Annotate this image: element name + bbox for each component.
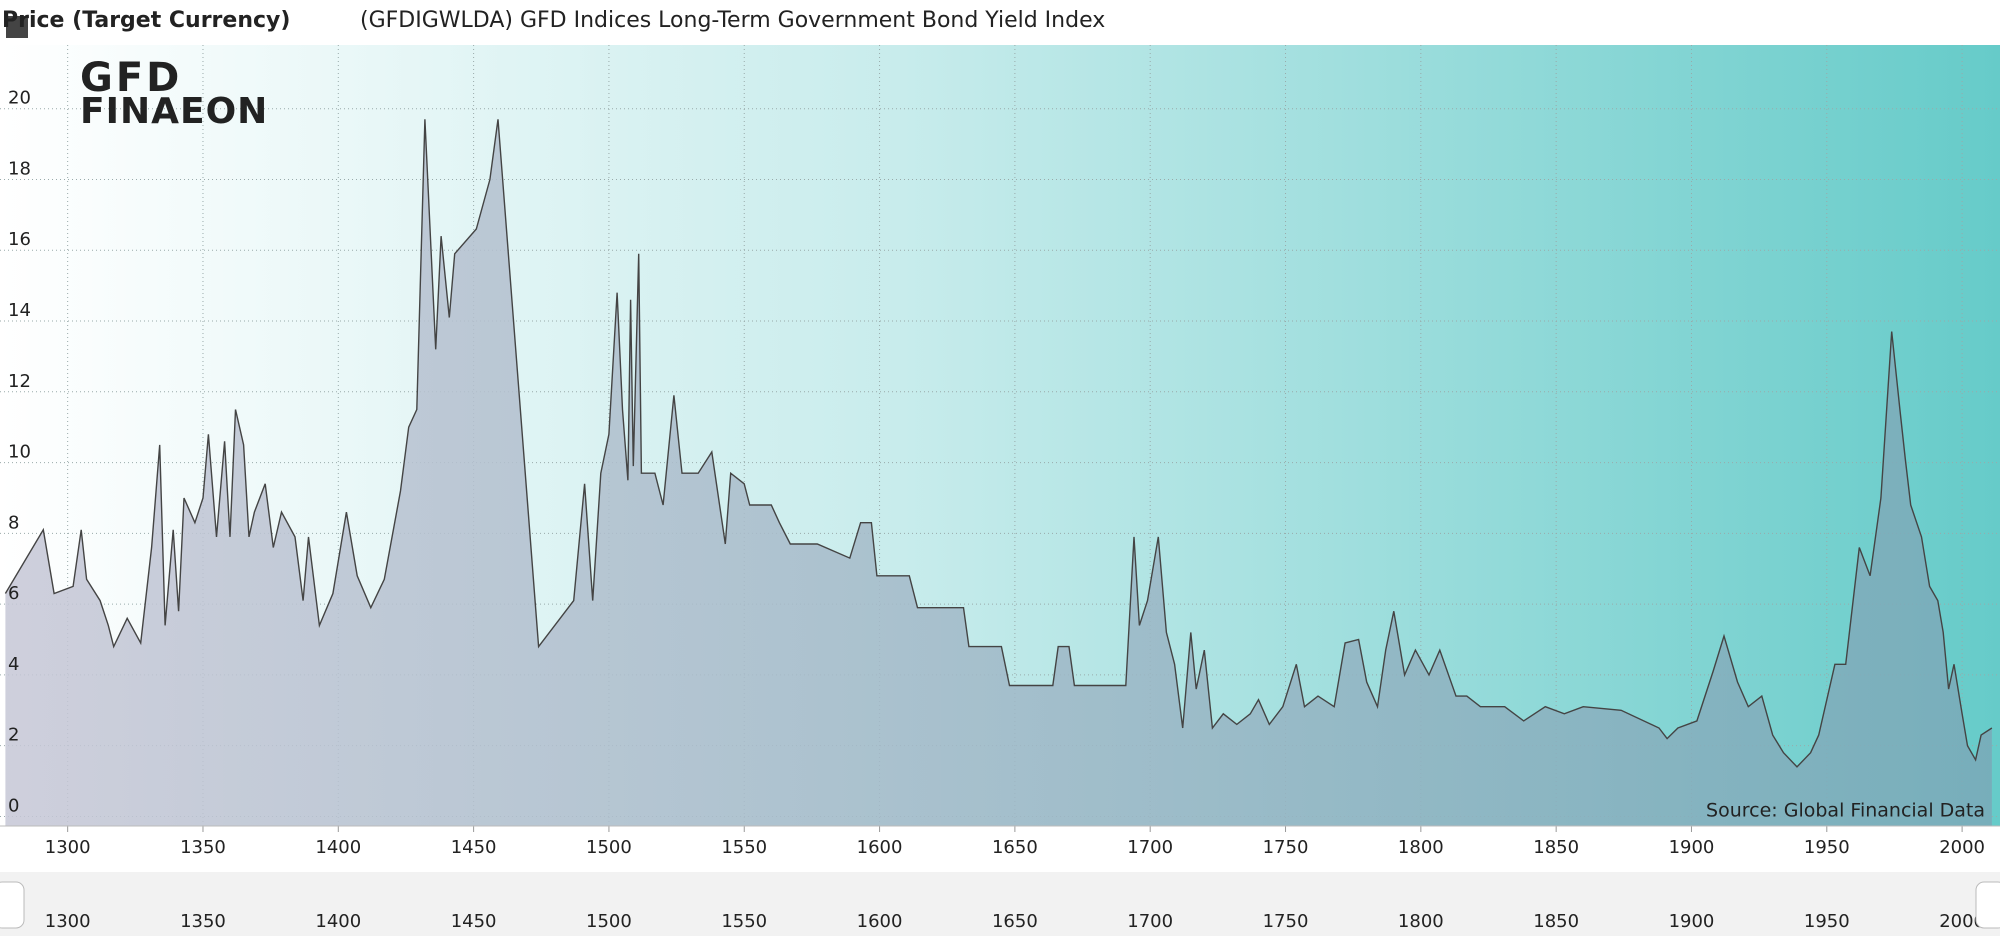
navigator-tick-label: 1650 <box>992 911 1038 932</box>
navigator-tick-label: 1350 <box>180 911 226 932</box>
navigator-tick-label: 1450 <box>451 911 497 932</box>
navigator-tick-label: 1400 <box>315 911 361 932</box>
y-tick-label: 18 <box>8 158 31 179</box>
x-tick-label: 1500 <box>586 837 632 858</box>
navigator-tick-label: 1300 <box>45 911 91 932</box>
x-tick-label: 1350 <box>180 837 226 858</box>
x-tick-label: 1600 <box>857 837 903 858</box>
x-tick-label: 1650 <box>992 837 1038 858</box>
y-tick-label: 20 <box>8 88 31 109</box>
y-tick-label: 16 <box>8 229 31 250</box>
navigator-tick-label: 1850 <box>1533 911 1579 932</box>
area-fill <box>5 119 1992 827</box>
y-tick-label: 10 <box>8 442 31 463</box>
navigator-tick-label: 1750 <box>1263 911 1309 932</box>
x-tick-label: 1300 <box>45 837 91 858</box>
navigator-tick-label: 1800 <box>1398 911 1444 932</box>
navigator-tick-label: 1700 <box>1127 911 1173 932</box>
x-tick-label: 1550 <box>721 837 767 858</box>
logo-top: GFD <box>80 55 182 101</box>
navigator-tick-label: 1600 <box>857 911 903 932</box>
y-tick-label: 12 <box>8 371 31 392</box>
navigator-tick-label: 1900 <box>1669 911 1715 932</box>
y-axis-label: Price (Target Currency) <box>2 8 290 33</box>
x-tick-label: 1850 <box>1533 837 1579 858</box>
x-tick-label: 1900 <box>1669 837 1715 858</box>
navigator-tick-label: 1950 <box>1804 911 1850 932</box>
logo-bottom: FINAEON <box>80 91 268 132</box>
y-tick-label: 4 <box>8 654 19 675</box>
x-tick-label: 1700 <box>1127 837 1173 858</box>
x-tick-label: 2000 <box>1939 837 1985 858</box>
navigator-tick-label: 1500 <box>586 911 632 932</box>
legend-label: (GFDIGWLDA) GFD Indices Long-Term Govern… <box>360 8 1105 33</box>
y-tick-label: 14 <box>8 300 31 321</box>
x-tick-label: 1750 <box>1263 837 1309 858</box>
navigator <box>0 872 2000 936</box>
source-note: Source: Global Financial Data <box>1706 800 1985 822</box>
legend-swatch <box>6 16 28 38</box>
x-tick-label: 1450 <box>451 837 497 858</box>
x-tick-label: 1950 <box>1804 837 1850 858</box>
navigator-tick-label: 2000 <box>1939 911 1985 932</box>
navigator-tick-label: 1550 <box>721 911 767 932</box>
x-tick-label: 1800 <box>1398 837 1444 858</box>
y-tick-label: 0 <box>8 795 19 816</box>
navigator-handle[interactable] <box>0 881 25 929</box>
line <box>4 119 1993 768</box>
y-tick-label: 6 <box>8 583 19 604</box>
y-tick-label: 8 <box>8 512 19 533</box>
x-tick-label: 1400 <box>315 837 361 858</box>
navigator-handle[interactable] <box>1975 881 2000 929</box>
y-tick-label: 2 <box>8 725 19 746</box>
